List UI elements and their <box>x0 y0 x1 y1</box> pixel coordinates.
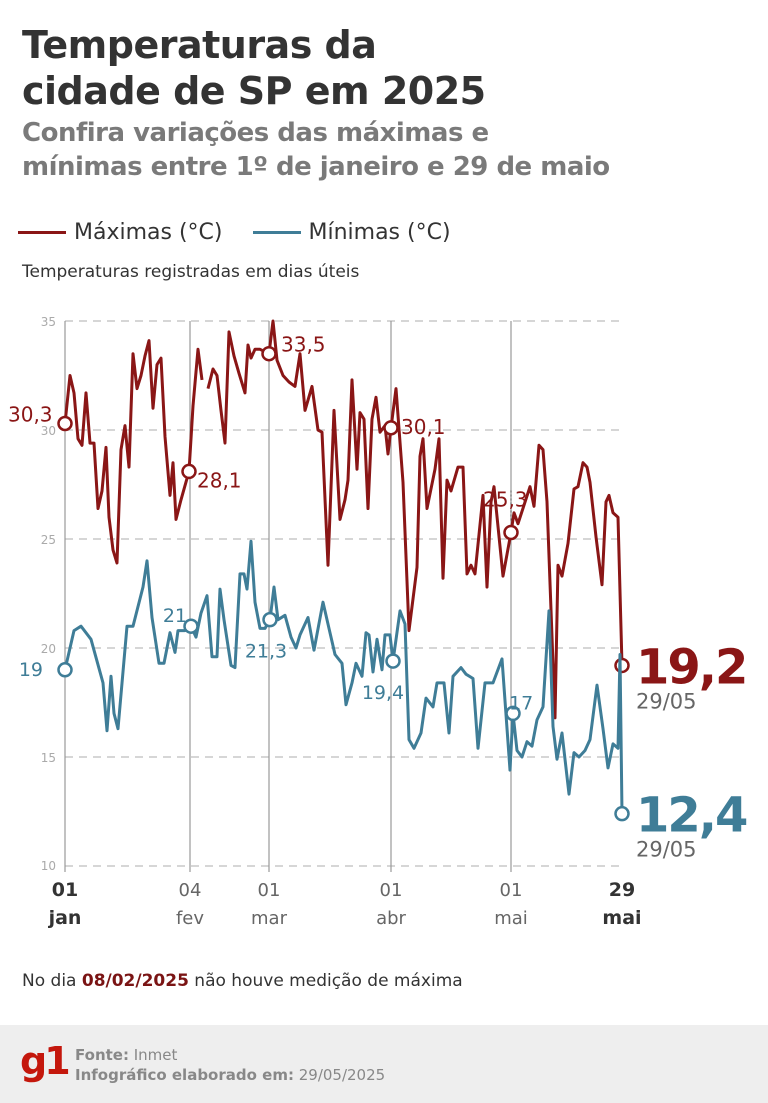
legend-swatch-min <box>252 231 301 234</box>
x-tick-month: mai <box>494 908 528 929</box>
last-value-date: 29/05 <box>636 689 697 713</box>
y-tick-label: 25 <box>41 533 56 547</box>
legend-item-min: Mínimas (°C) <box>252 220 451 245</box>
last-value-date: 29/05 <box>636 838 697 862</box>
footer: g1 Fonte: Inmet Infográfico elaborado em… <box>0 1025 768 1103</box>
annotation-label: 21 <box>163 605 187 627</box>
y-tick-label: 35 <box>41 315 56 329</box>
annotation-marker <box>181 463 197 480</box>
made-label: Infográfico elaborado em: <box>75 1066 294 1084</box>
x-tick-month: abr <box>376 908 406 929</box>
min-series-line <box>63 539 624 814</box>
annotation-marker <box>57 415 73 432</box>
chart-title: Temperaturas da cidade de SP em 2025 <box>22 22 486 114</box>
annotation-marker <box>383 420 399 436</box>
x-tick-month: mar <box>251 908 288 929</box>
annotation-marker <box>261 345 277 362</box>
subtitle-line-2: mínimas entre 1º de janeiro e 29 de maio <box>22 152 610 182</box>
legend-swatch-max <box>18 231 66 234</box>
legend-label-max: Máximas (°C) <box>74 220 223 245</box>
source-label: Fonte: <box>75 1046 129 1064</box>
annotation-label: 33,5 <box>281 333 326 357</box>
y-tick-label: 10 <box>41 859 56 873</box>
footnote: No dia 08/02/2025 não houve medição de m… <box>22 971 463 991</box>
annotation-label: 30,1 <box>401 415 446 439</box>
annotation-label: 30,3 <box>8 402 53 426</box>
x-tick-day: 01 <box>380 880 403 901</box>
annotation-label: 21,3 <box>245 641 287 663</box>
x-tick-month: jan <box>48 907 82 929</box>
last-value-marker <box>614 805 630 822</box>
x-tick-day: 01 <box>500 880 523 901</box>
footnote-prefix: No dia <box>22 971 82 991</box>
footnote-suffix: não houve medição de máxima <box>188 971 463 991</box>
x-tick-day: 29 <box>609 879 635 901</box>
annotation-marker <box>505 705 521 722</box>
annotation-label: 28,1 <box>197 468 242 492</box>
last-value-label: 12,4 <box>636 788 747 844</box>
title-line-2: cidade de SP em 2025 <box>22 69 486 113</box>
chart-note: Temperaturas registradas em dias úteis <box>22 262 360 282</box>
annotation-marker <box>262 611 278 628</box>
source-value: Inmet <box>133 1046 178 1064</box>
y-tick-label: 20 <box>41 642 56 656</box>
source-info: Fonte: Inmet Infográfico elaborado em: 2… <box>75 1045 385 1085</box>
last-value-marker <box>614 657 630 674</box>
made-value: 29/05/2025 <box>298 1066 386 1084</box>
max-series-line <box>63 319 624 720</box>
x-tick-day: 04 <box>179 880 202 901</box>
annotation-marker <box>183 618 199 634</box>
annotation-marker <box>385 653 401 669</box>
footnote-date: 08/02/2025 <box>81 971 189 991</box>
annotation-label: 19 <box>19 659 43 681</box>
x-tick-month: mai <box>602 907 641 929</box>
g1-logo: g1 <box>20 1039 71 1083</box>
y-tick-label: 30 <box>41 424 56 438</box>
x-tick-month: fev <box>176 908 204 929</box>
annotation-marker <box>503 524 519 541</box>
subtitle-line-1: Confira variações das máximas e <box>22 118 489 148</box>
x-tick-day: 01 <box>52 879 78 901</box>
annotation-label: 19,4 <box>362 682 404 704</box>
annotation-label: 17 <box>509 692 533 714</box>
legend: Máximas (°C) Mínimas (°C) <box>18 220 481 245</box>
annotation-label: 25,3 <box>483 487 528 511</box>
y-tick-label: 15 <box>41 751 56 765</box>
title-line-1: Temperaturas da <box>22 23 377 67</box>
legend-item-max: Máximas (°C) <box>18 220 223 245</box>
line-chart: 35 30 25 20 15 10 01 jan 04 fev 01 mar 01 abr 01 mai 29 m… <box>8 315 749 929</box>
last-value-label: 19,2 <box>636 639 746 695</box>
x-tick-day: 01 <box>258 880 281 901</box>
chart-subtitle: Confira variações das máximas e mínimas … <box>22 116 762 184</box>
annotation-marker <box>57 662 73 678</box>
legend-label-min: Mínimas (°C) <box>308 220 451 245</box>
